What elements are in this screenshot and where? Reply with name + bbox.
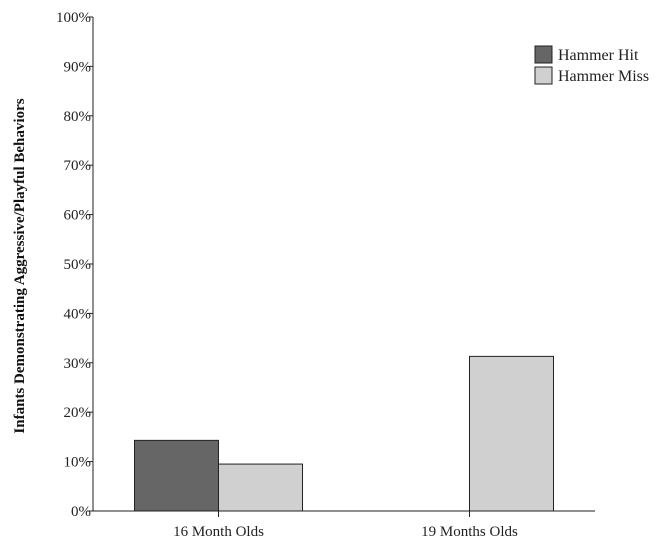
x-category-label: 19 Months Olds: [421, 524, 518, 540]
y-tick-label: 0%: [71, 504, 91, 520]
y-tick-label: 60%: [64, 208, 92, 224]
y-axis-title: Infants Demonstrating Aggressive/Playful…: [12, 98, 28, 433]
y-tick-label: 100%: [56, 10, 91, 26]
y-tick-label: 20%: [64, 405, 92, 421]
x-category-label: 16 Month Olds: [173, 524, 264, 540]
legend-label: Hammer Miss: [558, 68, 649, 85]
y-tick-label: 50%: [64, 257, 92, 273]
y-tick-label: 90%: [64, 59, 92, 75]
y-axis: 0% 10% 20% 30% 40% 50% 60% 70% 80% 90% 100%: [56, 10, 94, 520]
bars: [134, 355, 554, 512]
y-tick-label: 70%: [64, 158, 92, 174]
bar-hammer-miss: [218, 463, 303, 512]
bar-hammer-hit: [134, 439, 219, 512]
legend: Hammer Hit Hammer Miss: [534, 45, 649, 85]
legend-swatch: [534, 45, 553, 64]
y-tick-label: 40%: [64, 306, 92, 322]
x-axis: 16 Month Olds 19 Months Olds: [93, 510, 595, 540]
legend-swatch: [534, 66, 553, 85]
y-tick-label: 10%: [64, 455, 92, 471]
y-tick-label: 30%: [64, 356, 92, 372]
bar-hammer-miss: [469, 355, 554, 512]
legend-label: Hammer Hit: [558, 47, 639, 64]
y-tick-label: 80%: [64, 109, 92, 125]
